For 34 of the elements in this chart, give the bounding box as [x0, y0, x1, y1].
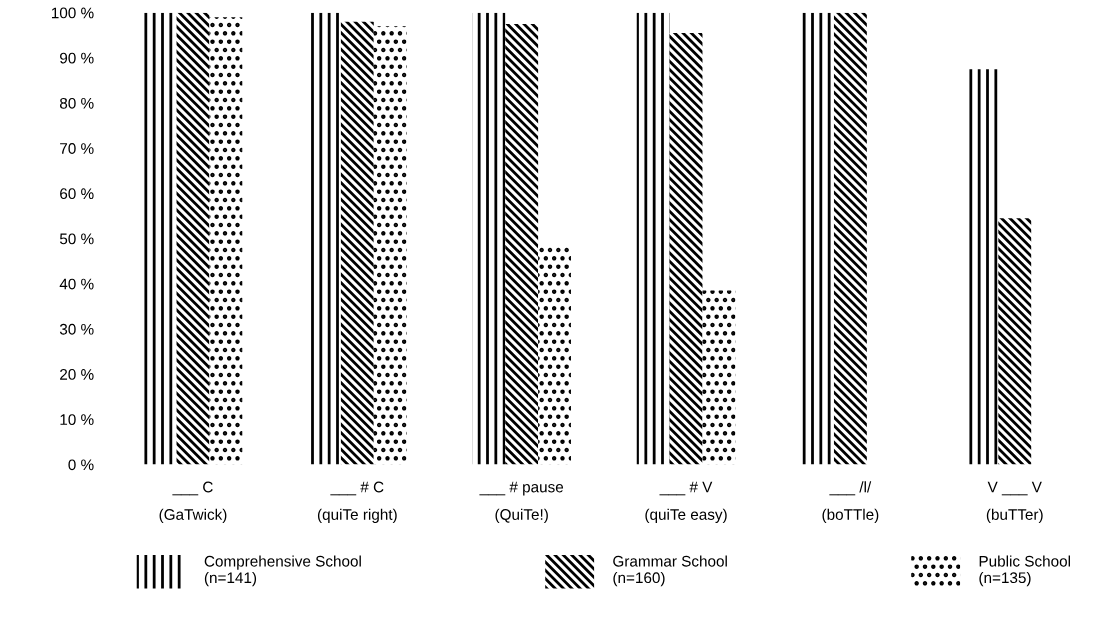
bar	[636, 12, 670, 465]
y-tick-label: 80 %	[59, 97, 94, 109]
bar	[702, 290, 736, 465]
y-tick-label: 70 %	[60, 143, 94, 154]
y-tick-label: 90 %	[60, 52, 94, 64]
legend-label: Comprehensive School (n=141)	[204, 555, 361, 587]
bar	[340, 21, 374, 465]
y-tick-label: 60 %	[60, 188, 94, 200]
y-tick-label: 30 %	[59, 323, 94, 335]
y-tick-label: 50 %	[59, 233, 94, 245]
bar	[373, 26, 407, 465]
bar	[505, 23, 539, 465]
y-tick-label: 100 %	[51, 7, 94, 19]
bar	[209, 17, 243, 465]
x-tick-label: V ___ V (buTTer)	[986, 481, 1043, 523]
x-tick-label: ___ C (GaTwick)	[159, 481, 227, 523]
bar	[801, 12, 834, 465]
y-tick-label: 40 %	[59, 278, 94, 290]
legend-label: Public School (n=135)	[979, 555, 1070, 587]
bar	[998, 218, 1032, 465]
bar	[176, 12, 210, 465]
bar	[538, 245, 571, 465]
bar	[669, 32, 703, 465]
bar	[308, 12, 341, 465]
bar	[833, 12, 867, 465]
x-tick-label: ___ /l/ (boTTle)	[822, 481, 879, 523]
y-tick-label: 20 %	[60, 369, 94, 380]
x-tick-label: ___ # V (quiTe easy)	[645, 481, 727, 523]
x-tick-label: ___ # pause (QuiTe!)	[479, 481, 564, 523]
legend-label: Grammar School (n=160)	[613, 555, 727, 587]
y-tick-label: 10 %	[60, 414, 94, 426]
bar	[472, 12, 506, 465]
y-tick-label: 0 %	[68, 459, 94, 471]
x-tick-label: ___ # C (quiTe right)	[317, 481, 397, 523]
